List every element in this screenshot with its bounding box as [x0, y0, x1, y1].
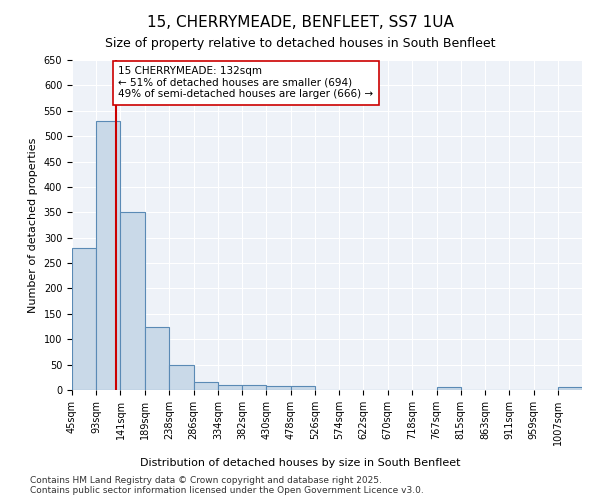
Text: 15, CHERRYMEADE, BENFLEET, SS7 1UA: 15, CHERRYMEADE, BENFLEET, SS7 1UA [146, 15, 454, 30]
Bar [121, 212, 145, 390]
Bar [558, 388, 582, 390]
Bar [266, 386, 290, 390]
Bar [72, 248, 96, 390]
Bar [145, 326, 169, 390]
Bar [290, 386, 315, 390]
Text: Size of property relative to detached houses in South Benfleet: Size of property relative to detached ho… [105, 38, 495, 51]
Text: Contains HM Land Registry data © Crown copyright and database right 2025.
Contai: Contains HM Land Registry data © Crown c… [30, 476, 424, 495]
Bar [169, 364, 194, 390]
Y-axis label: Number of detached properties: Number of detached properties [28, 138, 38, 312]
Bar [437, 388, 461, 390]
Bar [96, 121, 121, 390]
Text: Distribution of detached houses by size in South Benfleet: Distribution of detached houses by size … [140, 458, 460, 468]
Bar [218, 385, 242, 390]
Bar [242, 385, 266, 390]
Text: 15 CHERRYMEADE: 132sqm
← 51% of detached houses are smaller (694)
49% of semi-de: 15 CHERRYMEADE: 132sqm ← 51% of detached… [118, 66, 374, 100]
Bar [194, 382, 218, 390]
